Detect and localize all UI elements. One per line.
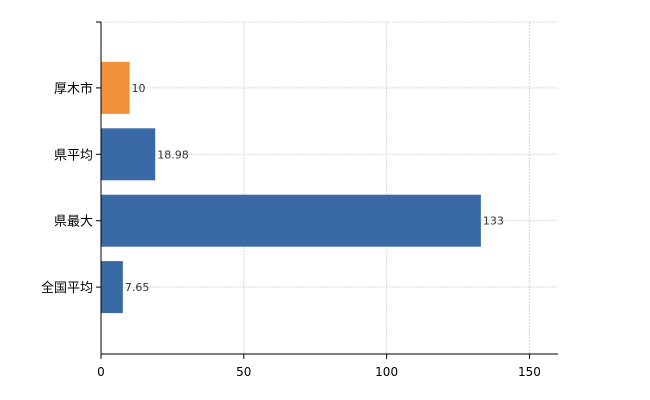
- data-label: 18.98: [157, 148, 189, 161]
- category-label: 県最大: [54, 215, 93, 230]
- x-tick-label: 150: [518, 365, 541, 379]
- data-label: 10: [132, 82, 146, 95]
- bars: [101, 61, 481, 314]
- category-label: 厚木市: [54, 81, 93, 97]
- category-label: 全国平均: [41, 280, 93, 296]
- x-tick-label: 100: [375, 365, 398, 379]
- category-label: 県平均: [54, 148, 93, 163]
- x-tick-label: 0: [97, 365, 105, 379]
- gridlines: [101, 21, 558, 354]
- bar-1: [101, 128, 156, 181]
- bar-2: [101, 194, 481, 247]
- bar-0: [101, 61, 130, 114]
- bar-3: [101, 261, 123, 314]
- data-label: 133: [483, 215, 504, 228]
- labels: 0 50 100 150 厚木市 10 県平均 18.98 県最大 133 全国平均 7.65: [41, 21, 541, 379]
- data-label: 7.65: [125, 281, 150, 294]
- x-tick-label: 50: [236, 365, 251, 379]
- axes: [100, 22, 558, 355]
